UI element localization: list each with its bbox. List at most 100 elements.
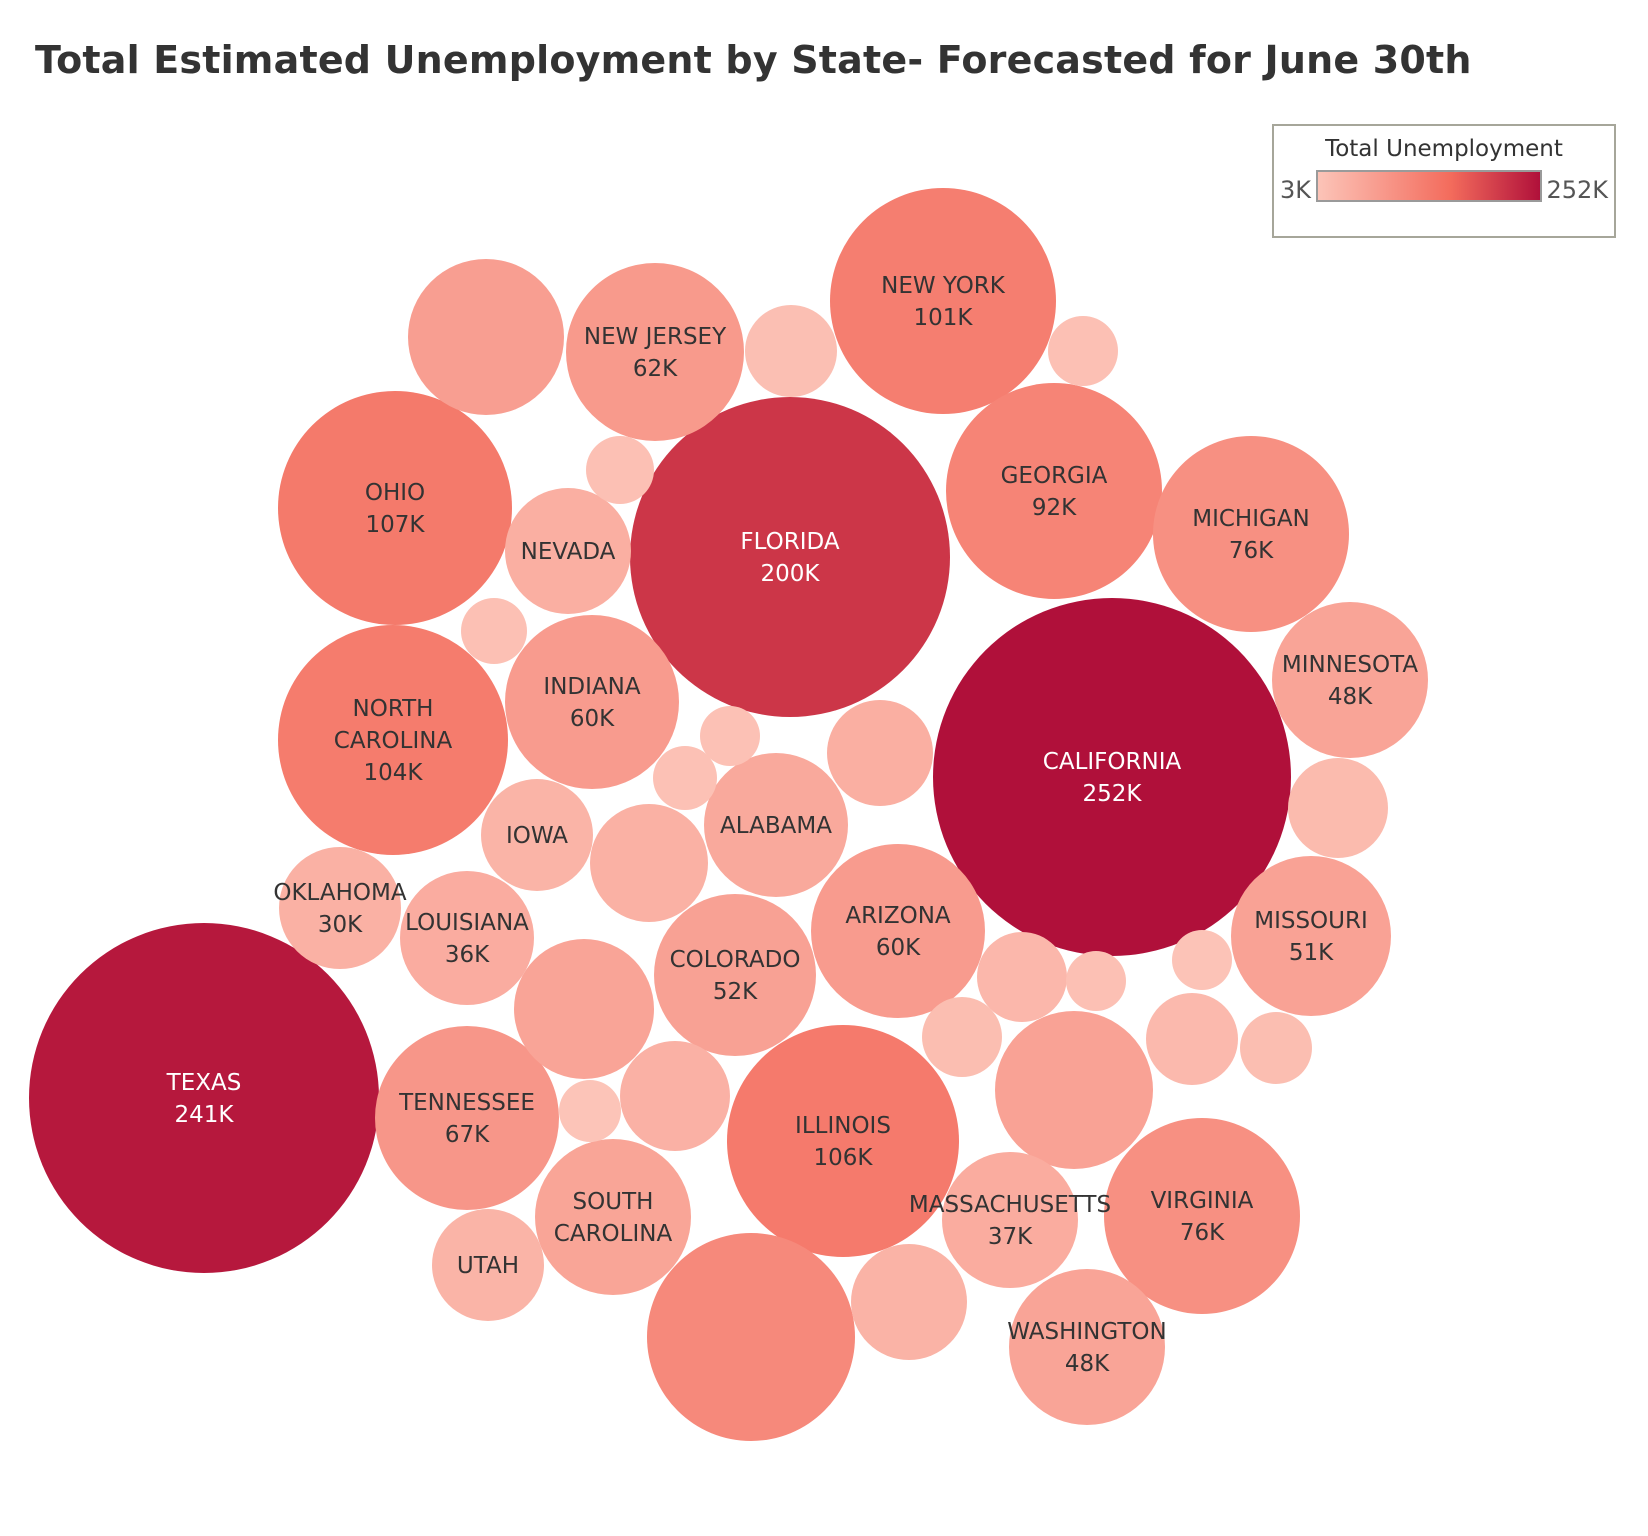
bubble-unlabeled-15[interactable] (408, 259, 564, 415)
bubble-new-jersey[interactable]: NEW JERSEY 62K (566, 263, 744, 441)
bubble-unlabeled-37[interactable] (1240, 1012, 1312, 1084)
bubble-unlabeled-27[interactable] (827, 700, 933, 806)
bubble-virginia[interactable]: VIRGINIA 76K (1104, 1118, 1300, 1314)
bubble-washington[interactable]: WASHINGTON 48K (1007, 1269, 1167, 1425)
bubble-nevada[interactable]: NEVADA (505, 488, 631, 614)
bubble-name-label: TEXAS (166, 1070, 242, 1096)
bubble-circle[interactable] (514, 939, 654, 1079)
bubble-circle[interactable] (432, 1209, 544, 1321)
bubble-unlabeled-39[interactable] (745, 305, 837, 397)
bubble-unlabeled-19[interactable] (514, 939, 654, 1079)
bubble-iowa[interactable]: IOWA (481, 779, 593, 891)
bubble-unlabeled-8[interactable] (647, 1233, 855, 1441)
bubble-colorado[interactable]: COLORADO 52K (654, 894, 816, 1056)
bubble-texas[interactable]: TEXAS 241K (29, 923, 379, 1273)
bubble-unlabeled-34[interactable] (977, 932, 1067, 1022)
bubble-north-carolina[interactable]: NORTH CAROLINA 104K (278, 625, 508, 855)
bubble-missouri[interactable]: MISSOURI 51K (1231, 856, 1391, 1016)
bubble-circle[interactable] (1240, 1012, 1312, 1084)
bubble-circle[interactable] (946, 383, 1162, 599)
bubble-circle[interactable] (922, 997, 1002, 1077)
bubble-florida[interactable]: FLORIDA 200K (630, 397, 950, 717)
bubble-circle[interactable] (586, 436, 654, 504)
bubble-unlabeled-31[interactable] (851, 1244, 967, 1360)
bubble-georgia[interactable]: GEORGIA 92K (946, 383, 1162, 599)
bubble-unlabeled-40[interactable] (1048, 316, 1118, 386)
bubble-louisiana[interactable]: LOUISIANA 36K (400, 871, 534, 1005)
bubble-michigan[interactable]: MICHIGAN 76K (1153, 436, 1349, 632)
bubble-unlabeled-35[interactable] (1146, 993, 1238, 1085)
bubble-oklahoma[interactable]: OKLAHOMA 30K (273, 847, 407, 969)
bubble-arizona[interactable]: ARIZONA 60K (811, 844, 985, 1018)
bubble-ohio[interactable]: OHIO 107K (278, 391, 512, 625)
bubble-circle[interactable] (1009, 1269, 1165, 1425)
bubble-unlabeled-18[interactable] (995, 1011, 1153, 1169)
bubble-circle[interactable] (559, 1080, 621, 1142)
bubble-unlabeled-36[interactable] (1288, 758, 1388, 858)
bubble-circle[interactable] (942, 1152, 1078, 1288)
bubble-new-york[interactable]: NEW YORK 101K (830, 188, 1056, 414)
bubble-alabama[interactable]: ALABAMA (704, 753, 848, 897)
bubble-unlabeled-43[interactable] (1066, 951, 1126, 1011)
bubble-circle[interactable] (1272, 602, 1428, 758)
bubble-name-label: NEW JERSEY (584, 324, 727, 350)
bubble-circle[interactable] (481, 779, 593, 891)
bubble-circle[interactable] (278, 625, 508, 855)
bubble-circle[interactable] (811, 844, 985, 1018)
bubble-circle[interactable] (727, 1025, 959, 1257)
bubble-circle[interactable] (461, 598, 527, 664)
bubble-circle[interactable] (995, 1011, 1153, 1169)
bubble-circle[interactable] (1231, 856, 1391, 1016)
bubble-unlabeled-38[interactable] (922, 997, 1002, 1077)
bubble-circle[interactable] (851, 1244, 967, 1360)
bubble-circle[interactable] (566, 263, 744, 441)
bubble-circle[interactable] (700, 706, 760, 766)
bubble-circle[interactable] (505, 488, 631, 614)
bubble-circle[interactable] (1104, 1118, 1300, 1314)
bubble-circle[interactable] (590, 804, 708, 922)
bubble-circle[interactable] (400, 871, 534, 1005)
bubble-circle[interactable] (1153, 436, 1349, 632)
bubble-circle[interactable] (1066, 951, 1126, 1011)
bubble-south-carolina[interactable]: SOUTH CAROLINA (535, 1139, 691, 1295)
bubble-value-label: 48K (1065, 1351, 1110, 1377)
bubble-massachusetts[interactable]: MASSACHUSETTS 37K (909, 1152, 1111, 1288)
bubble-circle[interactable] (375, 1026, 559, 1210)
bubble-unlabeled-46[interactable] (1172, 930, 1232, 990)
bubble-circle[interactable] (704, 753, 848, 897)
bubble-minnesota[interactable]: MINNESOTA 48K (1272, 602, 1428, 758)
bubble-circle[interactable] (745, 305, 837, 397)
bubble-circle[interactable] (630, 397, 950, 717)
bubble-circle[interactable] (1288, 758, 1388, 858)
bubble-utah[interactable]: UTAH (432, 1209, 544, 1321)
bubble-circle[interactable] (653, 746, 717, 810)
bubble-circle[interactable] (1172, 930, 1232, 990)
bubble-unlabeled-42[interactable] (461, 598, 527, 664)
bubble-circle[interactable] (1048, 316, 1118, 386)
bubble-circle[interactable] (827, 700, 933, 806)
bubble-circle[interactable] (1146, 993, 1238, 1085)
bubble-california[interactable]: CALIFORNIA 252K (933, 598, 1291, 956)
bubble-circle[interactable] (977, 932, 1067, 1022)
bubble-circle[interactable] (647, 1233, 855, 1441)
bubble-tennessee[interactable]: TENNESSEE 67K (375, 1026, 559, 1210)
bubble-unlabeled-45[interactable] (653, 746, 717, 810)
bubble-circle[interactable] (29, 923, 379, 1273)
bubble-illinois[interactable]: ILLINOIS 106K (727, 1025, 959, 1257)
bubble-circle[interactable] (933, 598, 1291, 956)
bubble-unlabeled-28[interactable] (590, 804, 708, 922)
bubble-circle[interactable] (830, 188, 1056, 414)
bubble-circle[interactable] (279, 847, 401, 969)
bubble-circle[interactable] (505, 615, 679, 789)
bubble-circle[interactable] (408, 259, 564, 415)
bubble-circle[interactable] (620, 1041, 730, 1151)
bubble-unlabeled-47[interactable] (559, 1080, 621, 1142)
bubble-unlabeled-41[interactable] (586, 436, 654, 504)
bubble-circle[interactable] (654, 894, 816, 1056)
bubble-unlabeled-44[interactable] (700, 706, 760, 766)
bubble-indiana[interactable]: INDIANA 60K (505, 615, 679, 789)
bubble-circle[interactable] (535, 1139, 691, 1295)
bubble-unlabeled-30[interactable] (620, 1041, 730, 1151)
bubble-circle[interactable] (278, 391, 512, 625)
